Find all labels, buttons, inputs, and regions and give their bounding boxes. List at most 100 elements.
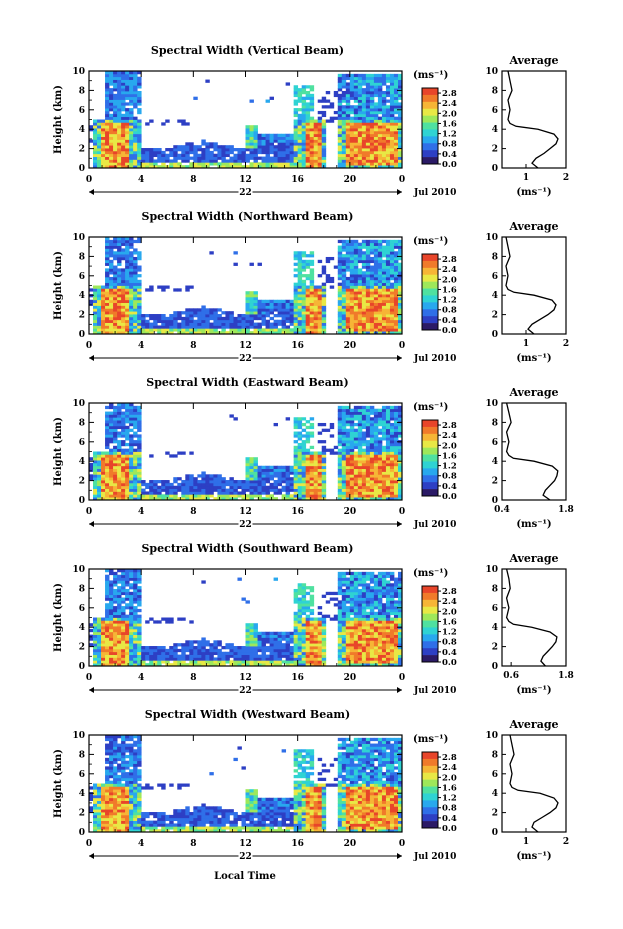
heatmap-cell [129,583,134,587]
heatmap-cell [121,314,126,318]
heatmap-cell [241,485,246,489]
heatmap-cell [361,457,367,461]
heatmap-cell [349,440,355,444]
heatmap-cell [365,488,371,492]
heatmap-cell [277,311,283,315]
heatmap-cell [105,626,110,630]
heatmap-cell [257,311,262,315]
heatmap-cell [313,148,319,152]
heatmap-cell [145,148,150,152]
heatmap-cell [133,648,138,653]
heatmap-cell [141,322,146,326]
heatmap-cell [201,319,206,323]
heatmap-cell [281,148,287,152]
heatmap-cell [297,457,303,461]
heatmap-cell [105,569,110,573]
heatmap-cell [225,491,230,495]
heatmap-cell [397,296,403,301]
heatmap-cell [101,130,106,135]
heatmap-cell [297,328,303,332]
heatmap-cell [377,494,383,498]
heatmap-cell [269,308,274,312]
heatmap-cell [381,265,387,269]
heatmap-cell [397,130,403,135]
heatmap-cell [365,113,371,118]
heatmap-cell [337,102,343,106]
heatmap-cell [185,142,190,146]
heatmap-cell [133,431,138,435]
heatmap-cell [125,90,130,95]
heatmap-cell [377,251,383,255]
average-x-tick-label: 0.4 [494,505,510,515]
heatmap-cell [293,440,299,444]
colorbar-segment [422,426,438,435]
heatmap-cell [169,454,174,458]
heatmap-cell [361,440,367,444]
heatmap-cell [105,288,110,292]
heatmap-cell [273,133,278,138]
heatmap-cell [369,428,375,432]
heatmap-cell [109,480,114,484]
heatmap-cell [109,162,114,166]
heatmap-cell [121,251,126,255]
heatmap-cell [357,254,363,258]
heatmap-cell [389,465,395,470]
heatmap-cell [305,288,311,292]
heatmap-cell [297,274,303,278]
x-tick-label: 12 [239,507,252,517]
heatmap-cell [133,93,138,98]
heatmap-cell [337,282,343,286]
heatmap-cell [149,162,154,166]
heatmap-cell [101,457,106,461]
heatmap-cell [365,88,371,92]
heatmap-cell [369,99,375,103]
heatmap-cell [113,93,118,98]
heatmap-cell [317,165,323,169]
heatmap-cell [101,308,106,312]
heatmap-cell [105,485,110,489]
heatmap-cell [305,122,311,126]
heatmap-cell [241,480,246,484]
heatmap-cell [269,322,274,326]
heatmap-cell [353,276,359,281]
heatmap-cell [265,328,270,332]
heatmap-cell [201,148,206,152]
heatmap-cell [341,128,347,132]
heatmap-cell [105,637,110,641]
heatmap-cell [309,150,315,155]
heatmap-cell [345,488,351,492]
heatmap-cell [129,445,134,450]
heatmap-cell [285,156,291,160]
heatmap-cell [221,153,226,157]
heatmap-cell [293,153,299,157]
heatmap-cell [369,325,375,329]
heatmap-cell [337,451,343,455]
heatmap-cell [337,482,343,487]
heatmap-cell [393,285,399,289]
heatmap-cell [181,159,186,163]
heatmap-cell [273,308,278,312]
heatmap-cell [289,471,295,475]
heatmap-cell [389,291,395,295]
heatmap-cell [317,477,323,481]
heatmap-cell [133,434,138,438]
heatmap-cell [137,594,142,598]
heatmap-cell [345,108,351,112]
heatmap-cell [293,460,299,464]
heatmap-cell [189,165,194,169]
heatmap-cell [361,251,367,255]
heatmap-cell [113,316,118,321]
heatmap-cell [389,325,395,329]
heatmap-cell [397,242,403,246]
heatmap-cell [133,480,138,484]
heatmap-cell [329,448,335,452]
heatmap-cell [397,420,403,424]
heatmap-cell [277,465,283,470]
heatmap-cell [301,159,307,163]
heatmap-cell [365,417,371,421]
heatmap-cell [129,451,134,455]
heatmap-cell [129,620,134,624]
heatmap-cell [369,79,375,83]
heatmap-cell [137,663,142,667]
heatmap-cell [361,488,367,492]
